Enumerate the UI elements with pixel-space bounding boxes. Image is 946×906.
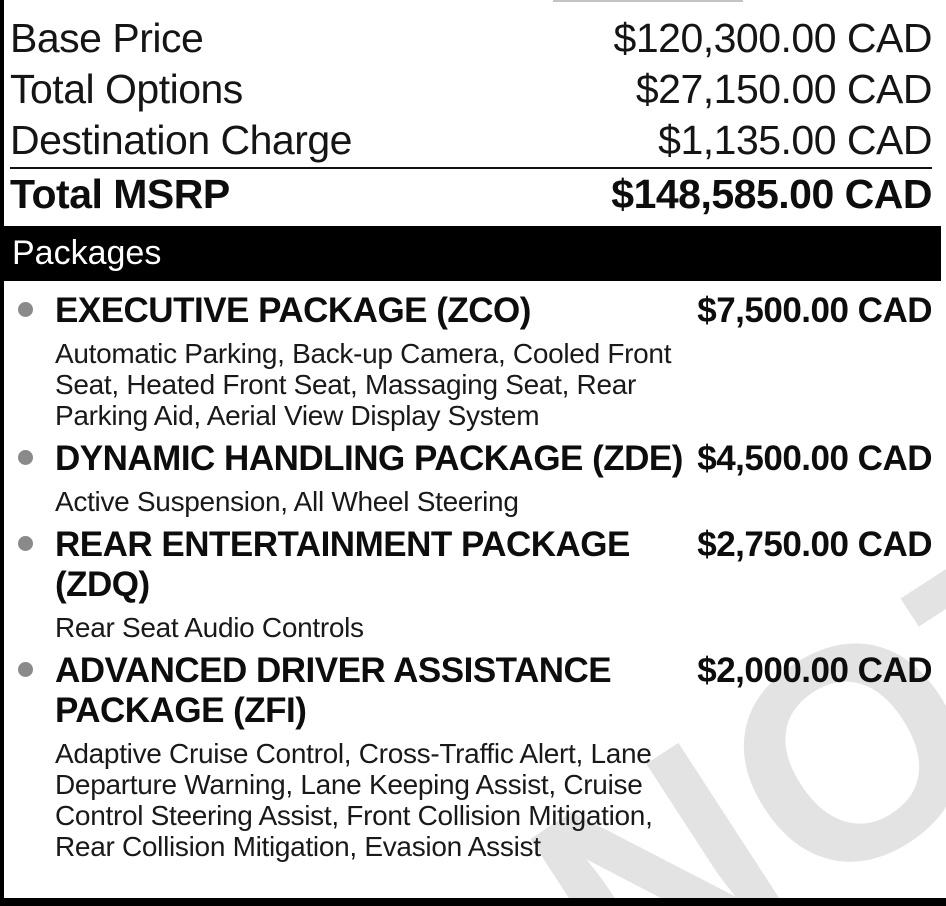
bullet-icon <box>18 450 33 465</box>
package-price: $2,750.00 CAD <box>697 525 932 564</box>
total-msrp-price: $148,585.00 CAD <box>611 171 932 217</box>
top-edge-fragment <box>553 0 743 2</box>
package-price: $7,500.00 CAD <box>697 291 932 330</box>
package-description: Automatic Parking, Back-up Camera, Coole… <box>55 338 672 431</box>
package-description: Active Suspension, All Wheel Steering <box>55 486 519 517</box>
package-name: EXECUTIVE PACKAGE (ZCO) <box>55 291 531 330</box>
package-header-row: ADVANCED DRIVER ASSISTANCE PACKAGE (ZFI)… <box>55 651 932 731</box>
package-name: ADVANCED DRIVER ASSISTANCE PACKAGE (ZFI) <box>55 651 612 730</box>
packages-section-title: Packages <box>12 234 162 272</box>
package-name: DYNAMIC HANDLING PACKAGE (ZDE) <box>55 439 683 478</box>
left-page-border <box>0 0 4 906</box>
package-header-row: REAR ENTERTAINMENT PACKAGE (ZDQ) $2,750.… <box>55 525 932 605</box>
bullet-icon <box>18 536 33 551</box>
bullet-icon <box>18 302 33 317</box>
summary-price: $1,135.00 CAD <box>658 117 932 163</box>
summary-price: $120,300.00 CAD <box>613 15 933 61</box>
package-price: $2,000.00 CAD <box>697 651 932 690</box>
package-item-executive: EXECUTIVE PACKAGE (ZCO) $7,500.00 CAD Au… <box>0 291 946 431</box>
total-msrp-label: Total MSRP <box>10 171 230 217</box>
package-item-dynamic-handling: DYNAMIC HANDLING PACKAGE (ZDE) $4,500.00… <box>0 439 946 517</box>
package-description: Adaptive Cruise Control, Cross-Traffic A… <box>55 738 653 862</box>
bottom-section-bar <box>0 898 946 906</box>
price-summary: Base Price $120,300.00 CAD Total Options… <box>0 0 946 220</box>
summary-row-destination-charge: Destination Charge $1,135.00 CAD <box>10 115 932 166</box>
summary-label: Total Options <box>10 66 243 112</box>
package-header-row: DYNAMIC HANDLING PACKAGE (ZDE) $4,500.00… <box>55 439 932 479</box>
summary-price: $27,150.00 CAD <box>635 66 933 112</box>
packages-list: EXECUTIVE PACKAGE (ZCO) $7,500.00 CAD Au… <box>0 281 946 862</box>
bullet-icon <box>18 662 33 677</box>
sticker-content: Base Price $120,300.00 CAD Total Options… <box>0 0 946 862</box>
summary-row-total-options: Total Options $27,150.00 CAD <box>10 64 933 115</box>
package-item-advanced-driver-assistance: ADVANCED DRIVER ASSISTANCE PACKAGE (ZFI)… <box>0 651 946 862</box>
package-price: $4,500.00 CAD <box>697 439 932 478</box>
package-header-row: EXECUTIVE PACKAGE (ZCO) $7,500.00 CAD <box>55 291 932 331</box>
package-name: REAR ENTERTAINMENT PACKAGE (ZDQ) <box>55 525 630 604</box>
package-item-rear-entertainment: REAR ENTERTAINMENT PACKAGE (ZDQ) $2,750.… <box>0 525 946 643</box>
summary-label: Base Price <box>10 15 204 61</box>
summary-label: Destination Charge <box>10 117 352 163</box>
package-description: Rear Seat Audio Controls <box>55 612 364 643</box>
packages-section-header: Packages <box>0 226 941 281</box>
summary-row-base-price: Base Price $120,300.00 CAD <box>10 13 933 64</box>
summary-row-total-msrp: Total MSRP $148,585.00 CAD <box>10 167 932 220</box>
